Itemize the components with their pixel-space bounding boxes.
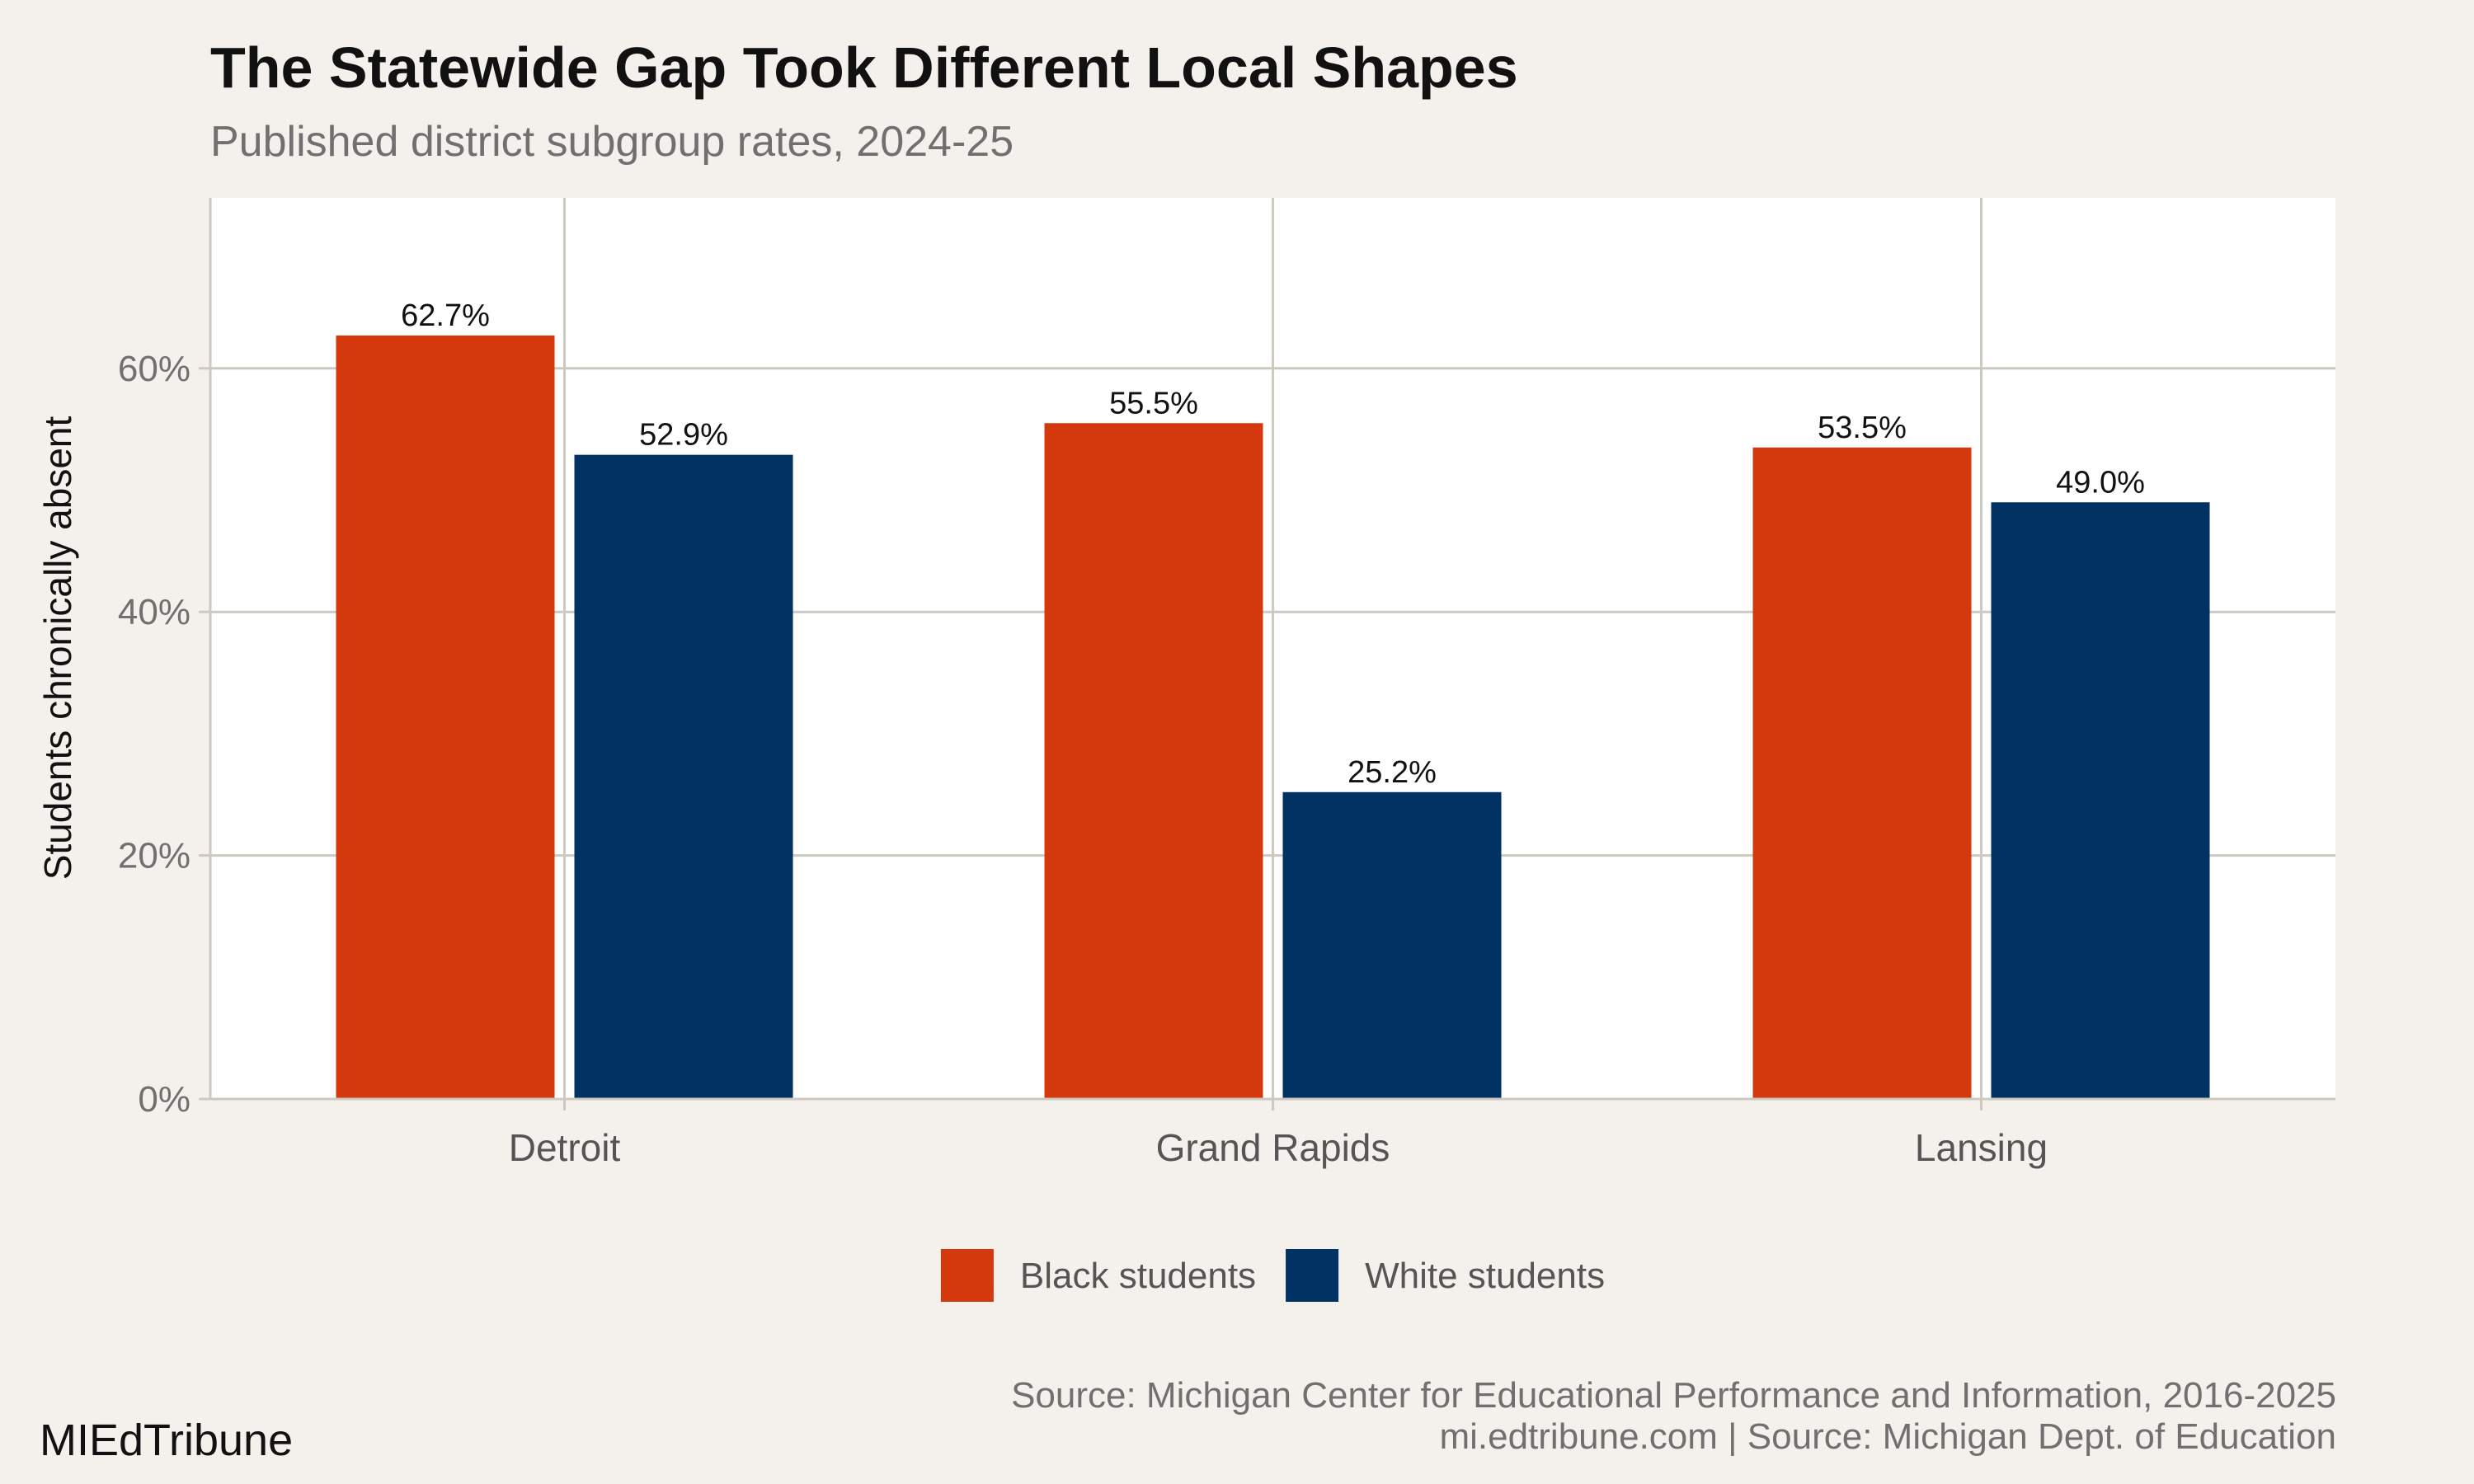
y-tick-label: 60% — [118, 349, 190, 389]
data-label: 52.9% — [639, 418, 728, 453]
x-tick-label: Detroit — [509, 1126, 621, 1169]
data-label: 25.2% — [1348, 755, 1437, 790]
x-axis: Detroit Grand Rapids Lansing — [210, 1097, 2335, 1169]
data-labels: 62.7% 55.5% 53.5% 52.9% 25.2% 49.0% — [401, 298, 2145, 790]
bar — [336, 335, 555, 1099]
bars — [336, 335, 2210, 1099]
data-label: 53.5% — [1818, 411, 1907, 445]
legend-label: Black students — [1020, 1256, 1256, 1296]
bar — [1282, 791, 1502, 1099]
x-tick-label: Lansing — [1915, 1126, 2048, 1169]
y-tick-label: 40% — [118, 592, 190, 632]
y-axis: 0% 20% 40% 60% — [118, 198, 212, 1120]
legend: Black students White students — [940, 1249, 1605, 1302]
data-label: 49.0% — [2056, 465, 2145, 500]
credit-note: mi.edtribune.com | Source: Michigan Dept… — [1439, 1416, 2336, 1457]
chart-subtitle: Published district subgroup rates, 2024-… — [210, 118, 1014, 166]
brand-logo: MIEdTribune — [40, 1416, 294, 1465]
bar — [1991, 502, 2210, 1099]
bar — [1044, 423, 1263, 1099]
chart-title: The Statewide Gap Took Different Local S… — [210, 35, 1518, 100]
bar — [574, 454, 793, 1099]
x-tick-label: Grand Rapids — [1156, 1126, 1390, 1169]
legend-swatch — [940, 1249, 994, 1302]
bar — [1752, 447, 1972, 1099]
source-note: Source: Michigan Center for Educational … — [1011, 1375, 2336, 1416]
legend-swatch — [1286, 1249, 1339, 1302]
data-label: 62.7% — [401, 298, 490, 333]
legend-label: White students — [1365, 1256, 1605, 1296]
y-axis-title: Students chronically absent — [36, 416, 79, 881]
y-tick-label: 0% — [138, 1079, 190, 1120]
y-tick-label: 20% — [118, 836, 190, 876]
data-label: 55.5% — [1109, 386, 1198, 420]
